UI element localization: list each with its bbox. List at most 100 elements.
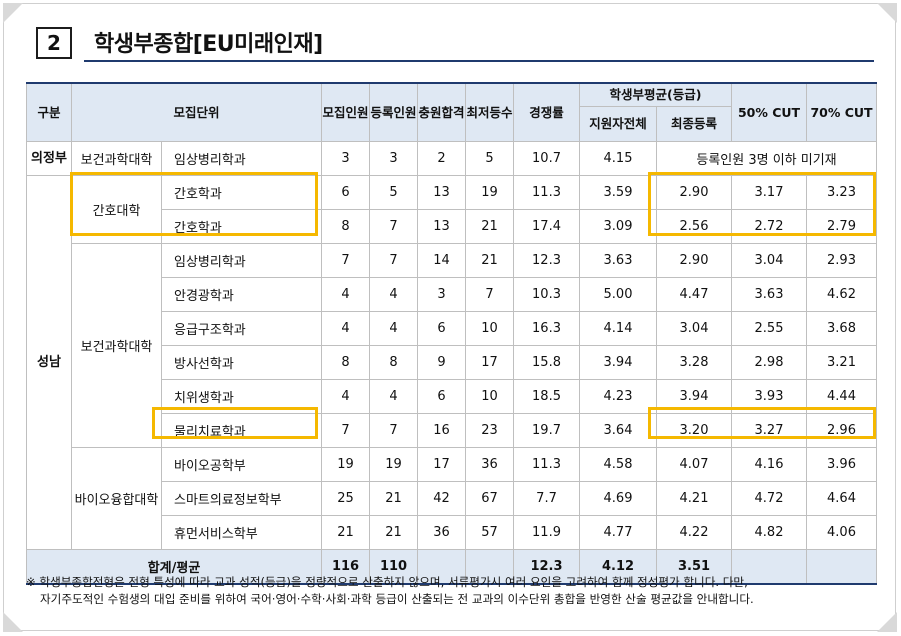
enrolled-cell: 4 [369,311,419,346]
last-rank-cell: 23 [465,413,515,448]
filled-cell: 2 [417,141,467,176]
last-rank-cell: 7 [465,277,515,312]
recruit-cell: 8 [321,345,371,380]
avg-cell: 4.69 [579,481,658,516]
header-recruit: 모집인원 [321,82,371,142]
unit-cell: 임상병리학과 [160,243,323,278]
enrolled-cell: 7 [369,413,419,448]
recruit-cell: 4 [321,311,371,346]
avg-cell: 3.94 [579,345,658,380]
competition-cell: 16.3 [513,311,581,346]
header-cut70: 70% CUT [806,82,878,142]
header-unit: 모집단위 [70,82,323,142]
college-label: 간호대학 [71,175,162,244]
unit-cell: 바이오공학부 [160,447,323,482]
last-rank-cell: 10 [465,379,515,414]
final-cell: 4.21 [656,481,733,516]
recruit-cell: 3 [321,141,371,176]
last-rank-cell: 21 [465,209,515,244]
table-row: 보건과학대학 임상병리학과 7 7 14 21 12.3 3.63 2.90 3… [27,243,878,448]
table-row: 물리치료학과 7 7 16 23 19.7 3.64 3.20 3.27 2.9… [27,413,878,448]
enrolled-cell: 4 [369,277,419,312]
highlight-box-nursing-values [648,172,876,236]
competition-cell: 15.8 [513,345,581,380]
last-rank-cell: 36 [465,447,515,482]
unit-cell: 스마트의료정보학부 [160,481,323,516]
last-rank-cell: 10 [465,311,515,346]
enrolled-cell: 8 [369,345,419,380]
recruit-cell: 6 [321,175,371,210]
cut50-cell: 2.98 [731,345,808,380]
cut50-cell: 2.55 [731,311,808,346]
competition-cell: 11.3 [513,447,581,482]
final-cell: 2.90 [656,175,733,210]
unit-cell: 방사선학과 [160,345,323,380]
filled-cell: 42 [417,481,467,516]
recruit-cell: 21 [321,515,371,550]
table-row: 안경광학과 4 4 3 7 10.3 5.00 4.47 3.63 4.62 [27,277,878,312]
enrolled-cell: 5 [369,175,419,210]
enrolled-cell: 19 [369,447,419,482]
summary-recruit: 116 [321,549,371,585]
filled-cell: 16 [417,413,467,448]
competition-cell: 7.7 [513,481,581,516]
filled-cell: 6 [417,311,467,346]
cut70-cell: 2.93 [806,243,878,278]
header-cut50: 50% CUT [731,82,808,142]
summary-enrolled: 110 [369,549,419,585]
final-cell: 4.22 [656,515,733,550]
avg-cell: 3.64 [579,413,658,448]
filled-cell: 13 [417,175,467,210]
cut50-cell: 3.27 [731,413,808,448]
summary-competition: 12.3 [513,549,581,585]
recruit-cell: 25 [321,481,371,516]
enrolled-cell: 7 [369,209,419,244]
footnote: ※ 학생부종합전형은 전형 특성에 따라 교과 성적(등급)을 정량적으로 산출… [26,574,876,608]
last-rank-cell: 67 [465,481,515,516]
avg-cell: 4.77 [579,515,658,550]
competition-cell: 12.3 [513,243,581,278]
summary-empty [731,549,808,585]
avg-cell: 4.14 [579,311,658,346]
cut50-cell: 3.04 [731,243,808,278]
header-competition: 경쟁률 [513,82,581,142]
final-cell: 3.28 [656,345,733,380]
last-rank-cell: 21 [465,243,515,278]
table-row: 의정부 보건과학대학 임상병리학과 3 3 2 5 10.7 4.15 등록인원… [26,141,878,176]
header-gubun: 구분 [26,82,72,142]
cut70-cell: 4.64 [806,481,878,516]
recruit-cell: 8 [321,209,371,244]
filled-cell: 13 [417,209,467,244]
corner-fold [877,612,897,632]
enrolled-cell: 7 [369,243,419,278]
header-last-rank: 최저등수 [465,82,515,142]
header-applicant-all: 지원자전체 [579,106,658,142]
enrolled-cell: 21 [369,515,419,550]
filled-cell: 6 [417,379,467,414]
table-row: 간호학과 8 7 13 21 17.4 3.09 2.56 2.72 2.79 [27,209,878,244]
header-avg-group: 학생부평균(등급) [579,82,733,107]
cut70-cell: 2.79 [806,209,878,244]
merged-note-cell: 등록인원 3명 이하 미기재 [656,141,878,176]
title-underline [84,60,874,62]
corner-fold [3,3,23,23]
filled-cell: 17 [417,447,467,482]
competition-cell: 10.3 [513,277,581,312]
recruit-cell: 7 [321,413,371,448]
competition-cell: 17.4 [513,209,581,244]
cut70-cell: 3.96 [806,447,878,482]
header-enrolled: 등록인원 [369,82,419,142]
table-row: 치위생학과 4 4 6 10 18.5 4.23 3.94 3.93 4.44 [27,379,878,414]
avg-cell: 5.00 [579,277,658,312]
unit-cell: 안경광학과 [160,277,323,312]
summary-empty [417,549,467,585]
cut50-cell: 2.72 [731,209,808,244]
corner-fold [877,3,897,23]
footnote-line-2: 자기주도적인 수험생의 대입 준비를 위하여 국어·영어·수학·사회·과학 등급… [40,592,754,606]
campus-label: 의정부 [26,141,72,176]
table-row: 응급구조학과 4 4 6 10 16.3 4.14 3.04 2.55 3.68 [27,311,878,346]
summary-row: 합계/평균 116 110 12.3 4.12 3.51 [25,549,878,585]
last-rank-cell: 57 [465,515,515,550]
enrolled-cell: 4 [369,379,419,414]
filled-cell: 3 [417,277,467,312]
